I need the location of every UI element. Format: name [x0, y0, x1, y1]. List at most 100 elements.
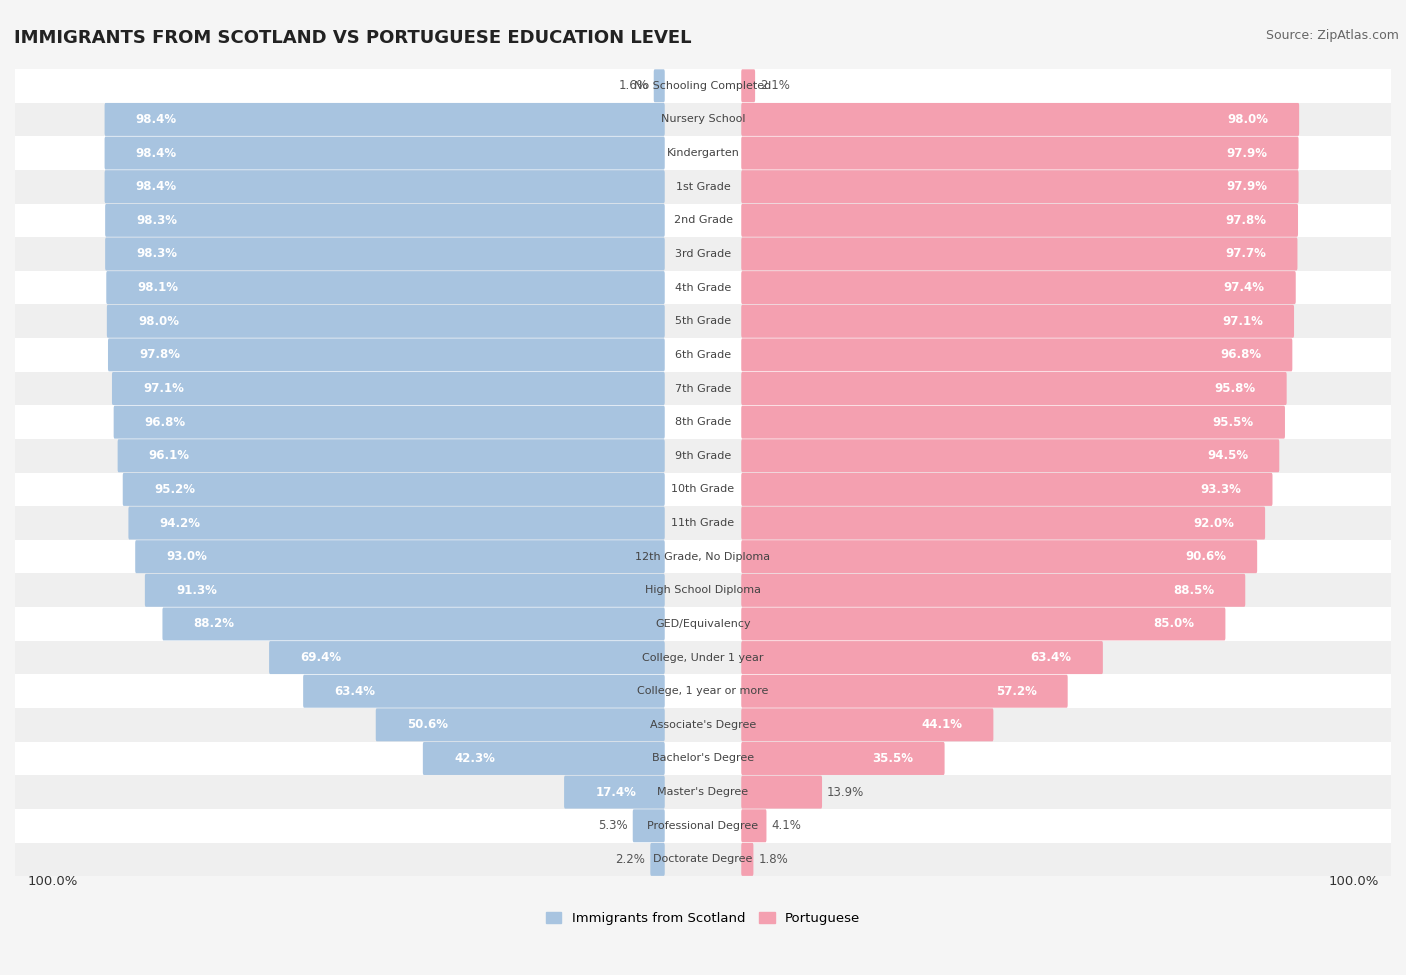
FancyBboxPatch shape — [269, 642, 665, 674]
Text: 1.6%: 1.6% — [619, 79, 648, 93]
Text: 98.3%: 98.3% — [136, 248, 177, 260]
Bar — [15, 708, 1391, 742]
Text: 94.5%: 94.5% — [1206, 449, 1249, 462]
FancyBboxPatch shape — [423, 742, 665, 775]
FancyBboxPatch shape — [741, 271, 1296, 304]
Text: 97.9%: 97.9% — [1226, 146, 1267, 160]
Text: 85.0%: 85.0% — [1153, 617, 1194, 631]
Text: College, Under 1 year: College, Under 1 year — [643, 652, 763, 663]
Text: IMMIGRANTS FROM SCOTLAND VS PORTUGUESE EDUCATION LEVEL: IMMIGRANTS FROM SCOTLAND VS PORTUGUESE E… — [14, 29, 692, 47]
Text: High School Diploma: High School Diploma — [645, 585, 761, 596]
FancyBboxPatch shape — [741, 843, 754, 876]
FancyBboxPatch shape — [163, 607, 665, 641]
Text: 95.2%: 95.2% — [153, 483, 195, 496]
Text: 6th Grade: 6th Grade — [675, 350, 731, 360]
Text: 9th Grade: 9th Grade — [675, 450, 731, 461]
Text: 10th Grade: 10th Grade — [672, 485, 734, 494]
Text: 97.1%: 97.1% — [1222, 315, 1263, 328]
Text: 98.1%: 98.1% — [138, 281, 179, 294]
Bar — [15, 573, 1391, 607]
FancyBboxPatch shape — [105, 238, 665, 270]
Text: 17.4%: 17.4% — [595, 786, 636, 799]
FancyBboxPatch shape — [122, 473, 665, 506]
Bar — [15, 204, 1391, 237]
Bar — [15, 271, 1391, 304]
FancyBboxPatch shape — [118, 440, 665, 472]
FancyBboxPatch shape — [564, 776, 665, 808]
Bar — [15, 102, 1391, 136]
Text: 98.3%: 98.3% — [136, 214, 177, 227]
Text: 100.0%: 100.0% — [27, 875, 77, 888]
Text: 42.3%: 42.3% — [454, 752, 495, 765]
Text: 5.3%: 5.3% — [598, 819, 627, 833]
Text: 13.9%: 13.9% — [827, 786, 865, 799]
Text: 97.1%: 97.1% — [143, 382, 184, 395]
Text: 98.4%: 98.4% — [136, 146, 177, 160]
FancyBboxPatch shape — [741, 540, 1257, 573]
Bar — [15, 473, 1391, 506]
Bar — [15, 842, 1391, 877]
Text: 98.0%: 98.0% — [1227, 113, 1268, 126]
Text: Nursery School: Nursery School — [661, 114, 745, 125]
FancyBboxPatch shape — [135, 540, 665, 573]
Bar — [15, 439, 1391, 473]
FancyBboxPatch shape — [741, 709, 994, 741]
FancyBboxPatch shape — [741, 642, 1102, 674]
Bar — [15, 675, 1391, 708]
Text: 2nd Grade: 2nd Grade — [673, 215, 733, 225]
FancyBboxPatch shape — [741, 103, 1299, 136]
Legend: Immigrants from Scotland, Portuguese: Immigrants from Scotland, Portuguese — [546, 913, 860, 925]
Text: 100.0%: 100.0% — [1329, 875, 1379, 888]
Text: 95.8%: 95.8% — [1215, 382, 1256, 395]
Text: 97.8%: 97.8% — [1226, 214, 1267, 227]
FancyBboxPatch shape — [741, 776, 823, 808]
FancyBboxPatch shape — [128, 507, 665, 539]
Text: 98.0%: 98.0% — [138, 315, 179, 328]
Bar — [15, 136, 1391, 170]
Text: 8th Grade: 8th Grade — [675, 417, 731, 427]
FancyBboxPatch shape — [651, 843, 665, 876]
Text: 91.3%: 91.3% — [176, 584, 217, 597]
FancyBboxPatch shape — [104, 171, 665, 203]
Bar — [15, 775, 1391, 809]
Bar — [15, 304, 1391, 338]
FancyBboxPatch shape — [104, 136, 665, 170]
Text: 7th Grade: 7th Grade — [675, 383, 731, 394]
Text: 94.2%: 94.2% — [159, 517, 201, 529]
FancyBboxPatch shape — [741, 204, 1298, 237]
Bar — [15, 170, 1391, 204]
FancyBboxPatch shape — [741, 69, 755, 102]
FancyBboxPatch shape — [741, 440, 1279, 472]
FancyBboxPatch shape — [304, 675, 665, 708]
Text: Source: ZipAtlas.com: Source: ZipAtlas.com — [1265, 29, 1399, 42]
Text: 98.4%: 98.4% — [136, 180, 177, 193]
Text: 96.8%: 96.8% — [145, 415, 186, 429]
Text: 95.5%: 95.5% — [1213, 415, 1254, 429]
Text: 63.4%: 63.4% — [335, 684, 375, 698]
Text: Doctorate Degree: Doctorate Degree — [654, 854, 752, 865]
Text: 3rd Grade: 3rd Grade — [675, 249, 731, 259]
FancyBboxPatch shape — [375, 709, 665, 741]
Text: 2.1%: 2.1% — [761, 79, 790, 93]
Text: 57.2%: 57.2% — [995, 684, 1036, 698]
FancyBboxPatch shape — [741, 338, 1292, 371]
FancyBboxPatch shape — [741, 809, 766, 842]
Text: 97.7%: 97.7% — [1226, 248, 1267, 260]
Text: 44.1%: 44.1% — [921, 719, 962, 731]
Text: 50.6%: 50.6% — [406, 719, 449, 731]
Text: 63.4%: 63.4% — [1031, 651, 1071, 664]
Text: 88.5%: 88.5% — [1173, 584, 1215, 597]
FancyBboxPatch shape — [112, 372, 665, 405]
FancyBboxPatch shape — [105, 204, 665, 237]
FancyBboxPatch shape — [741, 607, 1226, 641]
Bar — [15, 540, 1391, 573]
Text: 5th Grade: 5th Grade — [675, 316, 731, 327]
Text: 97.8%: 97.8% — [139, 348, 180, 362]
Text: College, 1 year or more: College, 1 year or more — [637, 686, 769, 696]
Text: 92.0%: 92.0% — [1194, 517, 1234, 529]
Text: 11th Grade: 11th Grade — [672, 518, 734, 528]
FancyBboxPatch shape — [145, 574, 665, 606]
Bar — [15, 742, 1391, 775]
Text: 35.5%: 35.5% — [873, 752, 914, 765]
Text: 93.0%: 93.0% — [166, 550, 207, 564]
